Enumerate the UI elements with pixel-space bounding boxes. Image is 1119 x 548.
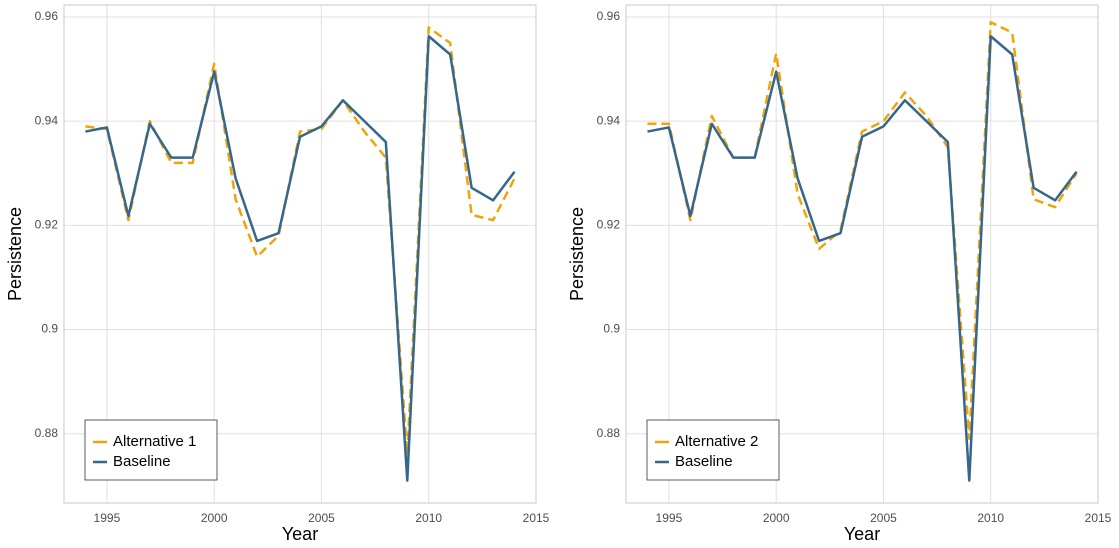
x-tick-label: 2000	[201, 511, 228, 525]
legend-label: Alternative 1	[113, 433, 196, 450]
legend-box	[84, 419, 218, 481]
y-tick-label: 0.96	[597, 9, 621, 23]
series-line	[647, 35, 1078, 482]
legend-label: Alternative 2	[675, 433, 758, 450]
legend-label: Baseline	[113, 453, 171, 470]
y-tick-label: 0.88	[35, 426, 59, 440]
y-tick-label: 0.96	[35, 9, 59, 23]
plot-border	[63, 4, 537, 504]
y-tick-label: 0.94	[597, 113, 621, 127]
x-tick-label: 1995	[656, 511, 683, 525]
legend-label: Baseline	[675, 453, 733, 470]
y-tick-label: 0.9	[603, 322, 620, 336]
y-tick-label: 0.9	[41, 322, 58, 336]
y-tick-label: 0.94	[35, 113, 59, 127]
y-tick-label: 0.88	[597, 426, 621, 440]
x-tick-label: 2005	[308, 511, 335, 525]
x-tick-label: 2010	[977, 511, 1004, 525]
y-tick-label: 0.92	[35, 218, 59, 232]
x-tick-label: 2005	[870, 511, 897, 525]
x-axis-title: Year	[844, 524, 880, 544]
y-axis-title: Persistence	[5, 207, 25, 301]
series-line	[647, 20, 1078, 441]
panel: 0.88 0.9 0.92 0.94 0.96 1995 2000 2005 2010 2015 Y…	[5, 4, 550, 544]
x-axis-title: Year	[282, 524, 318, 544]
x-tick-label: 2015	[1085, 511, 1112, 525]
series-line	[85, 35, 516, 482]
legend-box	[646, 419, 780, 481]
x-tick-label: 1995	[94, 511, 121, 525]
panel: 0.88 0.9 0.92 0.94 0.96 1995 2000 2005 2010 2015 Y…	[567, 4, 1112, 544]
x-tick-label: 2015	[523, 511, 550, 525]
y-tick-label: 0.92	[597, 218, 621, 232]
y-axis-title: Persistence	[567, 207, 587, 301]
x-tick-label: 2000	[763, 511, 790, 525]
plot-border	[625, 4, 1099, 504]
series-line	[85, 26, 516, 456]
x-tick-label: 2010	[415, 511, 442, 525]
